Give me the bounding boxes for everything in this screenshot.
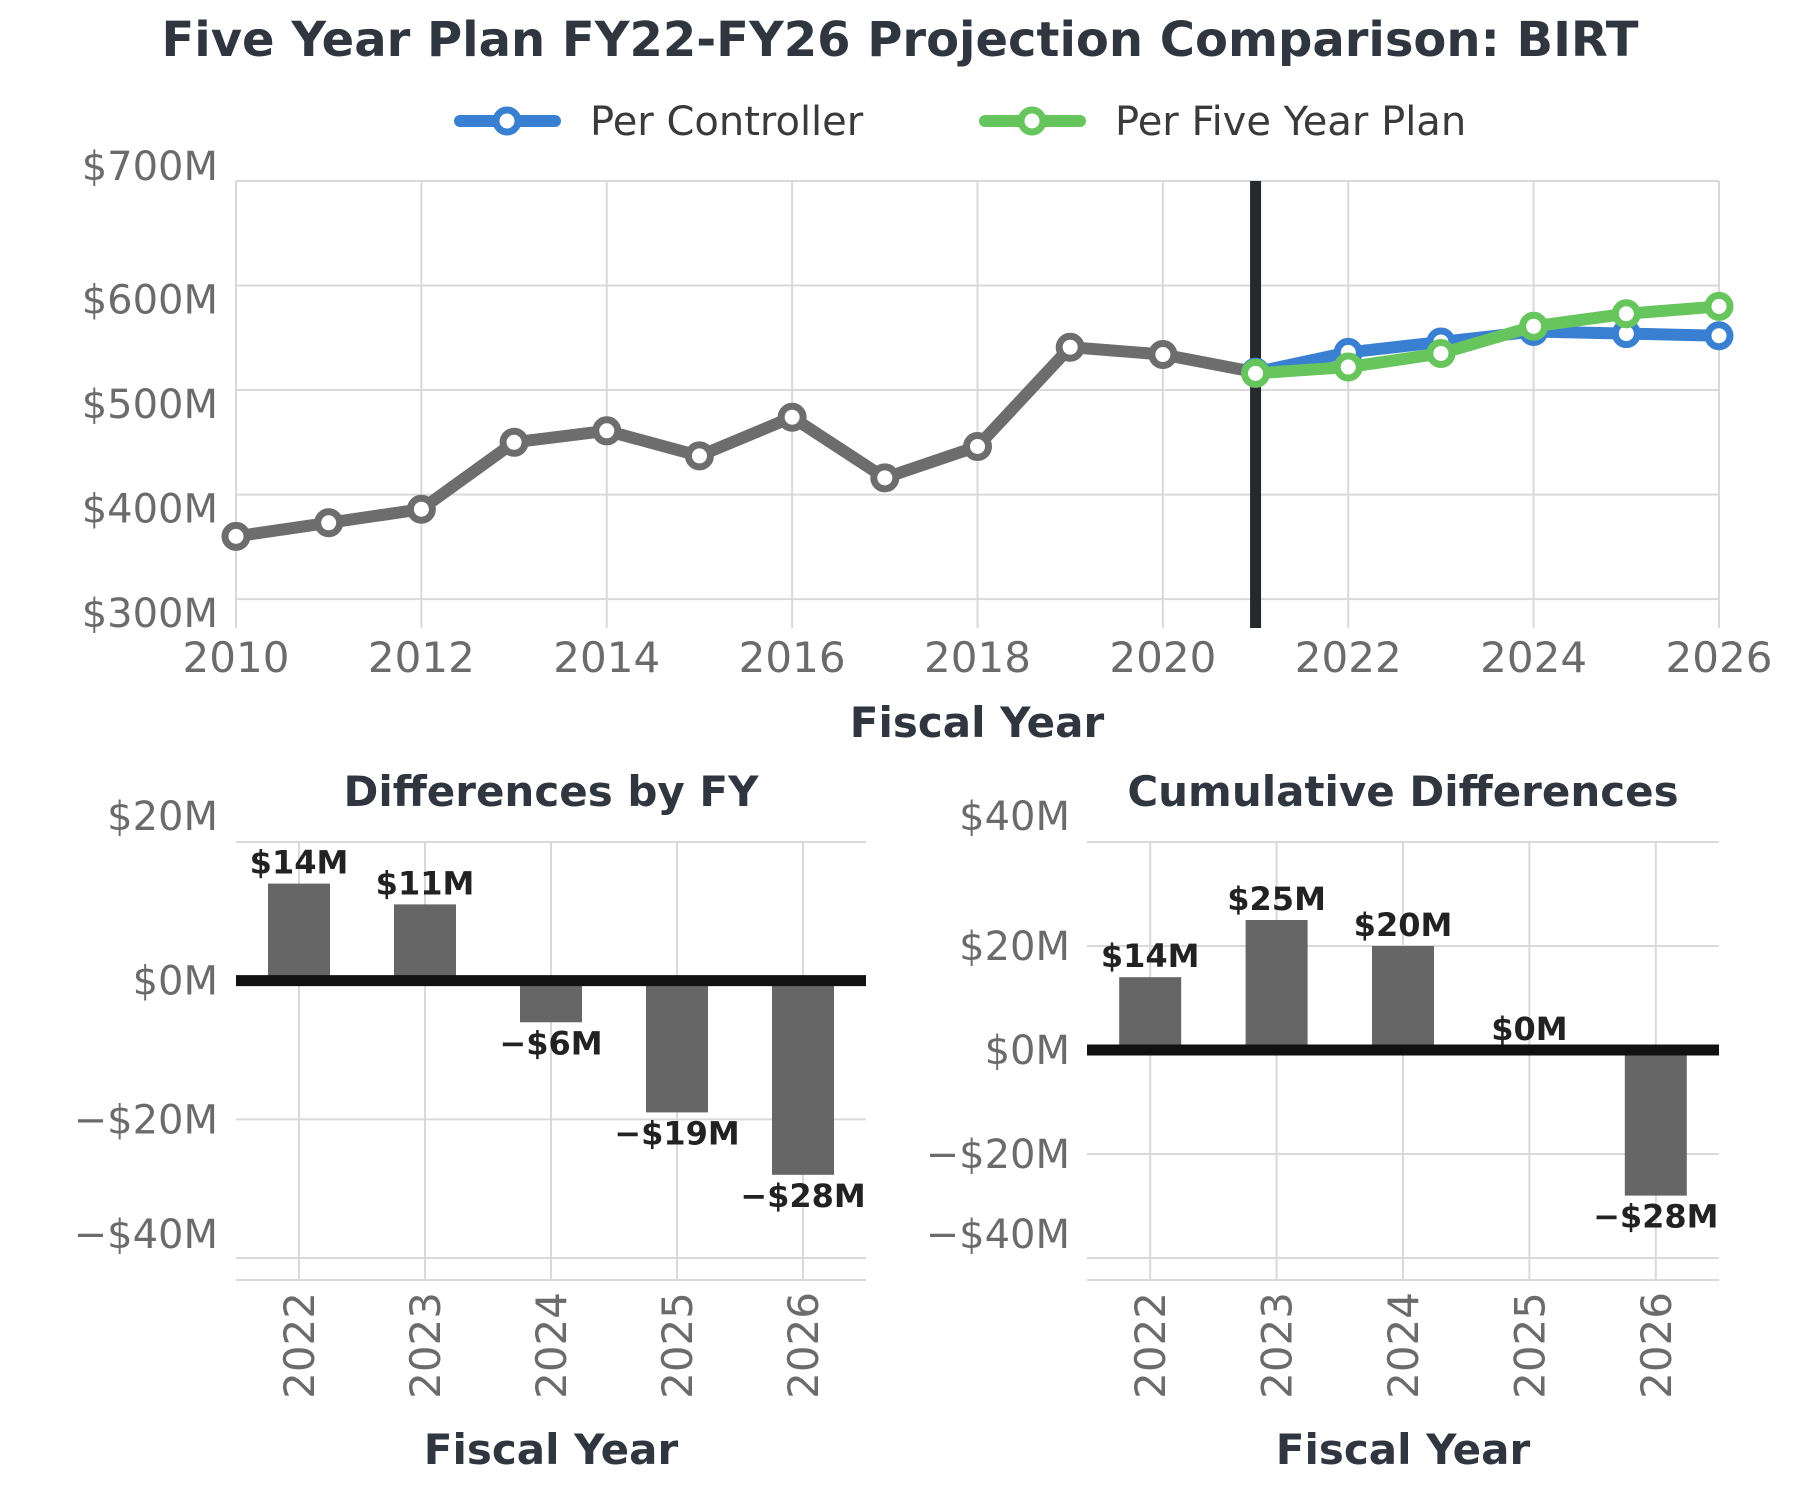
x-tick-label: 2012 <box>368 633 475 682</box>
bar-value-label: −$28M <box>1593 1198 1718 1236</box>
bar <box>268 883 330 981</box>
x-tick-label: 2014 <box>553 633 660 682</box>
series-line-history <box>230 341 1262 543</box>
series-point-plan <box>1519 311 1549 341</box>
bar <box>1245 920 1308 1050</box>
x-tick-label: 2025 <box>1505 1292 1554 1399</box>
main-line-chart: 2010 2012 2014 2016 2018 2020 2022 2024 2026 $300… <box>82 99 1773 747</box>
series-point-plan <box>1611 299 1641 329</box>
bar-value-label: $0M <box>1491 1010 1567 1048</box>
legend-swatch-marker <box>492 106 522 136</box>
bar-value-label: $20M <box>1354 906 1453 944</box>
y-tick-label: $20M <box>959 924 1070 970</box>
x-tick-label: 2025 <box>653 1292 702 1399</box>
x-tick-label: 2010 <box>183 633 290 682</box>
series-point-history <box>592 416 622 446</box>
x-tick-label: 2018 <box>924 633 1031 682</box>
x-tick-label: 2016 <box>739 633 846 682</box>
series-point-plan <box>1241 358 1271 388</box>
bar-value-label: $14M <box>250 844 349 882</box>
series-point-plan <box>1426 338 1456 368</box>
y-tick-label: $400M <box>82 487 218 533</box>
series-point-history <box>406 494 436 524</box>
y-tick-label: −$20M <box>74 1097 218 1143</box>
y-tick-label: $0M <box>985 1028 1070 1074</box>
series-point-history <box>1148 340 1178 370</box>
bar-value-label: $14M <box>1101 937 1200 975</box>
legend-label: Per Controller <box>590 99 864 145</box>
series-line-plan <box>1249 300 1725 380</box>
series-point-history <box>777 402 807 432</box>
x-tick-label: 2024 <box>527 1292 576 1399</box>
y-tick-label: −$40M <box>74 1212 218 1258</box>
subchart-title: Cumulative Differences <box>1127 767 1678 816</box>
series-point-history <box>870 463 900 493</box>
x-tick-label: 2022 <box>1126 1292 1175 1399</box>
x-tick-label: 2020 <box>1109 633 1216 682</box>
x-axis-title: Fiscal Year <box>850 698 1105 747</box>
x-tick-label: 2023 <box>401 1292 450 1399</box>
y-tick-label: $500M <box>82 382 218 428</box>
legend-swatch-marker <box>1017 106 1047 136</box>
y-tick-label: $20M <box>107 794 218 840</box>
series-point-controller <box>1704 321 1734 351</box>
x-tick-label: 2026 <box>1632 1292 1681 1399</box>
bar-value-label: $11M <box>376 864 475 902</box>
bar <box>520 980 582 1023</box>
bar <box>394 904 456 981</box>
x-tick-label: 2022 <box>1295 633 1402 682</box>
y-tick-label: $40M <box>959 794 1070 840</box>
y-tick-label: −$20M <box>926 1132 1070 1178</box>
legend-label: Per Five Year Plan <box>1115 99 1466 145</box>
y-tick-label: $700M <box>82 144 218 190</box>
subchart-title: Differences by FY <box>343 767 759 816</box>
x-axis-title: Fiscal Year <box>424 1425 679 1474</box>
bar <box>772 980 834 1175</box>
series-point-plan <box>1704 291 1734 321</box>
y-tick-label: $0M <box>133 959 218 1005</box>
bar-value-label: −$28M <box>740 1177 865 1215</box>
y-tick-label: $300M <box>82 591 218 637</box>
x-tick-label: 2026 <box>1666 633 1773 682</box>
series-point-history <box>963 431 992 461</box>
bar <box>1624 1050 1687 1196</box>
bar-value-label: −$19M <box>614 1114 739 1152</box>
series-point-history <box>314 508 344 538</box>
bar <box>1372 946 1434 1050</box>
cumulative-bar-chart: Cumulative Differences −$40M −$20M $0M $20M $… <box>926 767 1719 1474</box>
series-point-history <box>499 427 529 457</box>
y-tick-label: $600M <box>82 278 218 324</box>
series-point-history <box>1055 332 1085 362</box>
bar-value-label: $25M <box>1227 880 1326 918</box>
x-tick-label: 2023 <box>1253 1292 1302 1399</box>
x-tick-label: 2022 <box>275 1292 324 1399</box>
bar-value-label: −$6M <box>499 1024 602 1062</box>
series-point-history <box>221 521 251 551</box>
bar <box>1119 977 1182 1050</box>
x-tick-label: 2024 <box>1480 633 1587 682</box>
chart-title: Five Year Plan FY22-FY26 Projection Comp… <box>162 12 1639 68</box>
y-tick-label: −$40M <box>926 1212 1070 1258</box>
bar <box>646 980 708 1113</box>
series-point-history <box>684 441 714 471</box>
differences-bar-chart: Differences by FY −$40M −$20M $0M $20M 2022 20… <box>74 767 866 1474</box>
x-axis-title: Fiscal Year <box>1276 1425 1531 1474</box>
x-tick-label: 2024 <box>1379 1292 1428 1399</box>
x-tick-label: 2026 <box>779 1292 828 1399</box>
series-point-plan <box>1333 352 1363 382</box>
